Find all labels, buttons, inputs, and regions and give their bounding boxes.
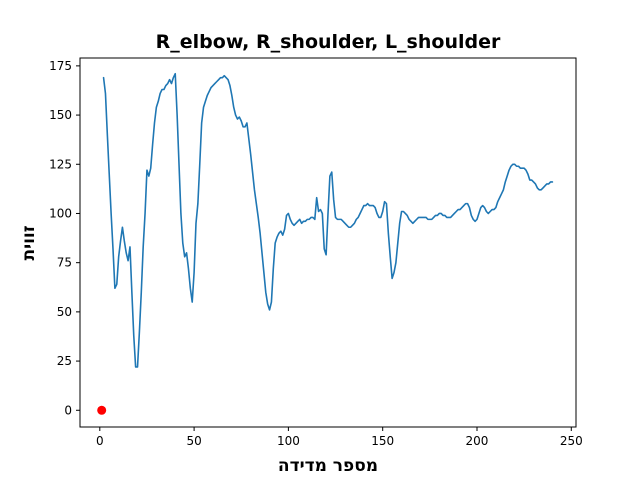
x-axis-label: מספר מדידה — [278, 456, 378, 476]
y-tick-label: 50 — [57, 305, 72, 319]
x-tick-label: 0 — [96, 434, 104, 448]
x-tick-label: 50 — [186, 434, 201, 448]
series-line-0 — [102, 72, 554, 368]
x-tick-label: 250 — [560, 434, 583, 448]
y-axis-label: זווית — [19, 225, 39, 260]
y-tick-label: 100 — [49, 206, 72, 220]
chart-title: R_elbow, R_shoulder, L_shoulder — [156, 31, 501, 53]
y-axis: 0 25 50 75 100 125 150 175 — [49, 59, 80, 417]
y-tick-label: 0 — [64, 403, 72, 417]
x-tick-label: 100 — [277, 434, 300, 448]
y-tick-label: 125 — [49, 157, 72, 171]
y-tick-label: 150 — [49, 108, 72, 122]
y-tick-label: 25 — [57, 354, 72, 368]
y-tick-label: 175 — [49, 59, 72, 73]
plot-area — [79, 57, 577, 428]
y-tick-label: 75 — [57, 256, 72, 270]
data-marker-0 — [97, 405, 107, 415]
x-tick-label: 200 — [466, 434, 489, 448]
plot-frame — [79, 57, 577, 428]
x-axis: 0 50 100 150 200 250 — [96, 427, 583, 448]
x-tick-label: 150 — [371, 434, 394, 448]
